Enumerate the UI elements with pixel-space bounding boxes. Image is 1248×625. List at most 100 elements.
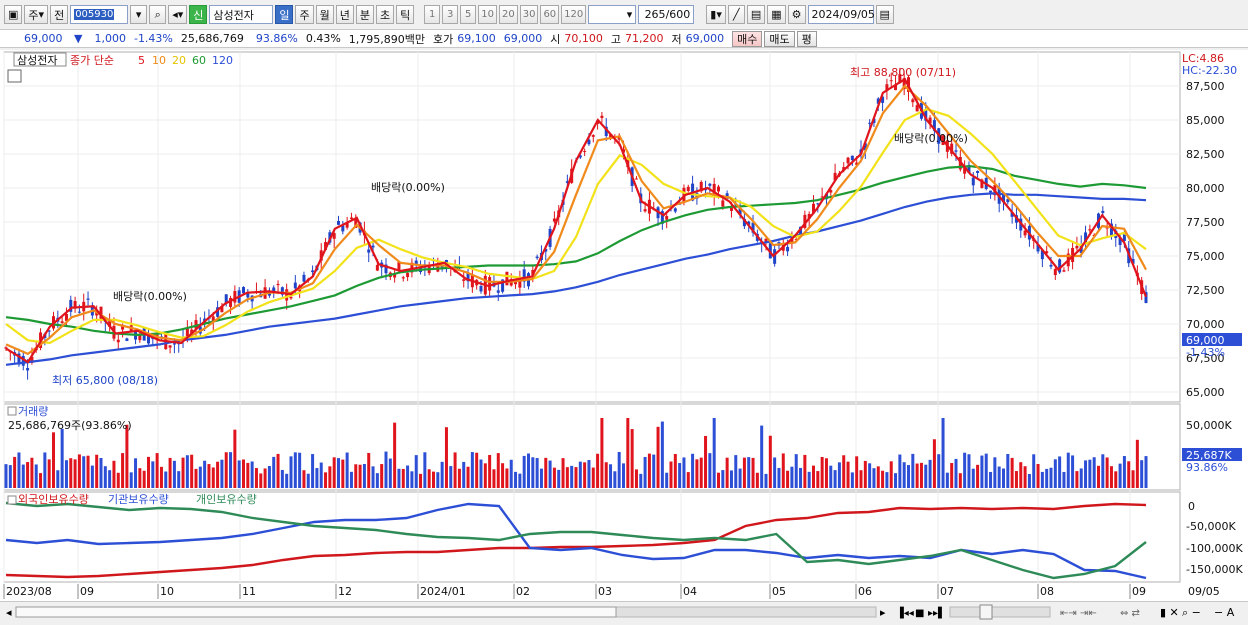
save-icon[interactable]: ▦ (767, 5, 786, 24)
tab-yearly[interactable]: 년 (335, 5, 354, 24)
eval-button[interactable]: 평 (796, 30, 817, 47)
ma-legend-5[interactable]: 5 (138, 54, 145, 67)
tab-monthly[interactable]: 월 (315, 5, 334, 24)
volume-current-pct: 93.86% (1186, 461, 1228, 474)
draw-tool-icon[interactable]: ╱ (727, 5, 745, 24)
volume-bar (17, 452, 21, 488)
period-select[interactable]: 주 ▾ (24, 5, 49, 24)
price-y-tick: 82,500 (1186, 148, 1225, 161)
custom-minute-input[interactable]: ▾ (588, 5, 637, 24)
indicator-icon[interactable]: ▤ (746, 5, 766, 24)
volume-bar (984, 453, 988, 488)
volume-bar (863, 460, 867, 488)
minute-5[interactable]: 5 (460, 5, 477, 24)
scroll-right-icon[interactable]: ▸ (880, 606, 886, 619)
ma-line-60 (5, 165, 1147, 337)
table-toggle-icon[interactable] (7, 69, 22, 83)
first-page-icon[interactable]: ▐◂◂ (896, 606, 914, 619)
sell-button[interactable]: 매도 (764, 30, 795, 47)
volume-panel-icon[interactable] (7, 406, 17, 416)
sound-icon[interactable]: ◂▾ (168, 5, 188, 24)
tab-minute[interactable]: 분 (355, 5, 374, 24)
last-page-icon[interactable]: ▸▸▌ (928, 606, 946, 619)
candle-body (876, 98, 880, 104)
volume-bar (185, 455, 189, 488)
candle-body (807, 214, 811, 219)
ma-legend-10[interactable]: 10 (152, 54, 166, 67)
volume-bar (781, 453, 785, 488)
volume-bar (242, 459, 245, 488)
zoom-icon[interactable]: ⌕ − (1182, 606, 1201, 619)
prev-button[interactable]: 전 (50, 5, 69, 24)
minute-1[interactable]: 1 (424, 5, 441, 24)
zoom-thumb[interactable] (979, 604, 993, 620)
ma-legend-20[interactable]: 20 (172, 54, 186, 67)
candle-body (863, 143, 867, 151)
x-axis: 2023/08 09 10 11 12 2024/01 02 03 04 05 06 07 08 09 09… (3, 584, 1220, 599)
volume-bar (673, 453, 677, 488)
minute-30[interactable]: 30 (519, 5, 539, 24)
candle-body (349, 217, 353, 219)
candle-body (708, 183, 712, 186)
candle-body (220, 305, 224, 313)
volume-bar (475, 452, 479, 488)
volume-title[interactable]: 거래량 (18, 405, 48, 418)
holding-panel-icon[interactable] (7, 495, 17, 505)
shin-badge[interactable]: 신 (189, 5, 208, 24)
fit-icon[interactable]: ⇔ ⇄ (1120, 608, 1140, 619)
chart-area[interactable]: 삼성전자 종가 단순 5 10 20 60 120 LC:4.86 HC:-22… (0, 50, 1248, 601)
search-icon[interactable]: ⌕ (149, 5, 167, 24)
stock-tag[interactable]: 삼성전자 (17, 54, 57, 67)
minute-10[interactable]: 10 (478, 5, 497, 24)
date-input[interactable]: 2024/09/05 (807, 5, 875, 24)
scroll-thumb[interactable] (15, 606, 617, 618)
candle-body (924, 109, 928, 121)
volume-bar (168, 457, 172, 488)
tab-second[interactable]: 초 (375, 5, 395, 24)
minute-20[interactable]: 20 (498, 5, 518, 24)
price-change-pct: -1.43% (133, 32, 173, 45)
volume-bar (807, 471, 811, 488)
stop-icon[interactable]: ■ (915, 608, 924, 619)
x-axis-label: 05 (772, 585, 786, 598)
volume-bar (613, 471, 617, 488)
legend-individual[interactable]: 개인보유수량 (196, 493, 257, 506)
minute-60[interactable]: 60 (540, 5, 560, 24)
ma-legend-60[interactable]: 60 (192, 54, 206, 67)
legend-institution[interactable]: 기관보유수량 (108, 493, 169, 506)
minute-3[interactable]: 3 (442, 5, 459, 24)
stock-chart-svg[interactable]: 삼성전자 종가 단순 5 10 20 60 120 LC:4.86 HC:-22… (0, 50, 1248, 601)
calendar-icon[interactable]: ▤ (875, 5, 894, 24)
volume-bar (181, 457, 185, 488)
dividend-label-3: 배당락(0.00%) (894, 132, 968, 145)
volume-bar (358, 464, 362, 488)
tab-weekly[interactable]: 주 (295, 5, 314, 24)
zoom-out-icon[interactable]: − A (1214, 606, 1235, 619)
scroll-left-icon[interactable]: ◂ (6, 606, 12, 619)
chart-scrollbar[interactable]: ◂ ▸ ▐◂◂ ■ ▸▸▌ ⇤⇥ ⇥⇤ ⇔ ⇄ ▮ ✕ ⌕ − − A (0, 601, 1248, 621)
candle-type-icon[interactable]: ▮▾ (706, 5, 726, 24)
buy-button[interactable]: 매수 (732, 30, 763, 47)
count-input[interactable]: 265/600 (638, 5, 695, 24)
ma-legend-120[interactable]: 120 (212, 54, 233, 67)
minute-120[interactable]: 120 (561, 5, 587, 24)
candle-body (1105, 227, 1109, 229)
volume-bar (786, 470, 790, 488)
zoom-track[interactable] (949, 606, 1051, 618)
volume-bar (932, 439, 936, 488)
tab-tick[interactable]: 틱 (396, 5, 415, 24)
tab-daily[interactable]: 일 (275, 5, 294, 24)
chart-settings-icon[interactable]: ▣ (4, 5, 23, 24)
turnover-rate: 0.43% (305, 32, 341, 45)
code-dropdown-icon[interactable]: ▾ (130, 5, 148, 24)
volume-bar (639, 473, 643, 488)
legend-foreign[interactable]: 외국인보유수량 (18, 493, 89, 506)
stock-code-input[interactable]: 005930 (70, 5, 129, 24)
ma-legend-label[interactable]: 종가 단순 (70, 54, 114, 67)
gear-icon[interactable]: ⚙ (787, 5, 806, 24)
candle-body (889, 80, 893, 82)
shrink-icon[interactable]: ⇤⇥ ⇥⇤ (1060, 608, 1097, 619)
crosshair-icon[interactable]: ▮ ✕ (1160, 606, 1179, 619)
volume-bar (384, 451, 388, 488)
high-price: 71,200 (625, 32, 664, 45)
